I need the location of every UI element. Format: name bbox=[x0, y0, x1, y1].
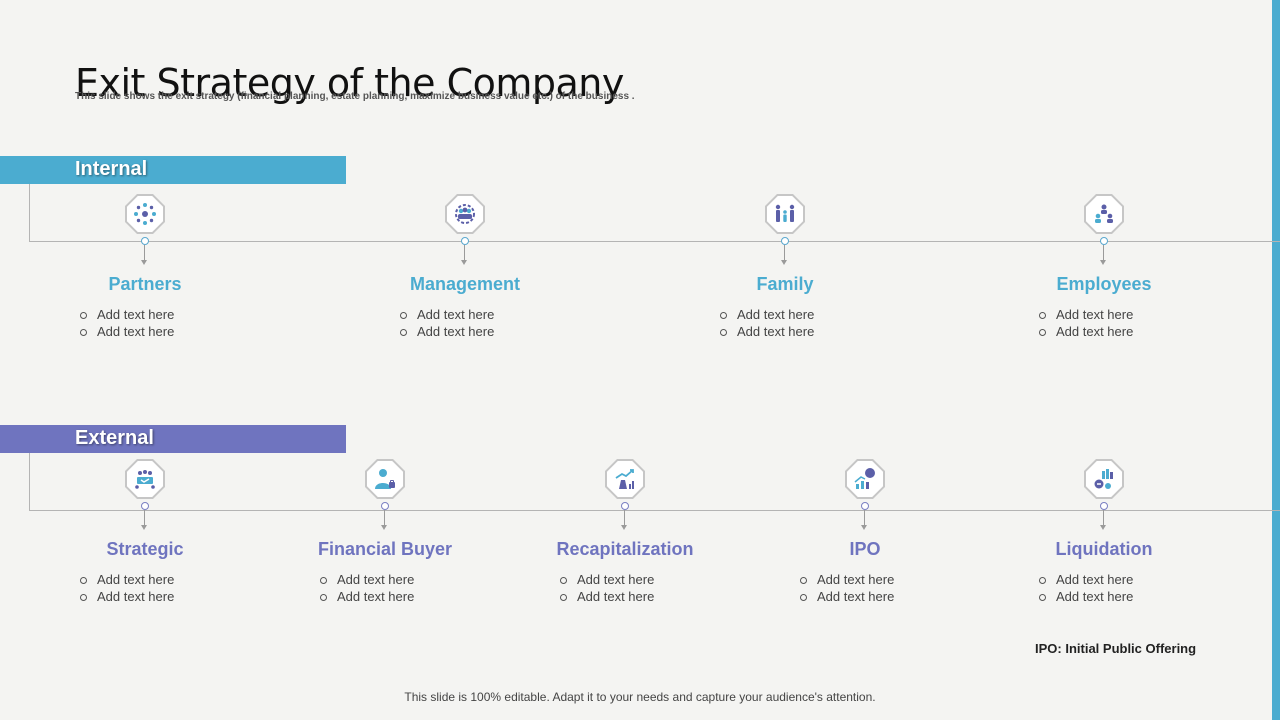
list-item: Add text here bbox=[400, 306, 494, 323]
partners-bullets: Add text here Add text here bbox=[80, 306, 174, 340]
right-accent-strip bbox=[1272, 0, 1280, 720]
ipo-definition-note: IPO: Initial Public Offering bbox=[1035, 641, 1197, 656]
list-item: Add text here bbox=[720, 323, 814, 340]
financial-buyer-bullets: Add text here Add text here bbox=[320, 571, 414, 605]
financial-buyer-label: Financial Buyer bbox=[317, 539, 453, 559]
list-item: Add text here bbox=[400, 323, 494, 340]
list-item: Add text here bbox=[80, 588, 174, 605]
family-label: Family bbox=[756, 274, 814, 294]
list-item: Add text here bbox=[1039, 588, 1133, 605]
employees-icon-frame bbox=[1084, 194, 1124, 234]
recapitalization-icon-frame bbox=[605, 459, 645, 499]
recapitalization-label: Recapitalization bbox=[556, 539, 694, 559]
ipo-growth-icon bbox=[854, 468, 875, 489]
internal-section-header: Internal bbox=[0, 156, 346, 184]
partners-network-icon bbox=[134, 203, 156, 225]
management-label: Management bbox=[409, 274, 521, 294]
family-bullets: Add text here Add text here bbox=[720, 306, 814, 340]
list-item: Add text here bbox=[560, 588, 654, 605]
recapitalization-icon bbox=[615, 469, 634, 489]
management-bullets: Add text here Add text here bbox=[400, 306, 494, 340]
internal-section-label: Internal bbox=[75, 158, 148, 180]
partners-label: Partners bbox=[108, 274, 182, 294]
financial-buyer-icon bbox=[375, 469, 395, 489]
management-icon-frame bbox=[445, 194, 485, 234]
list-item: Add text here bbox=[320, 588, 414, 605]
liquidation-icon-frame bbox=[1084, 459, 1124, 499]
list-item: Add text here bbox=[80, 571, 174, 588]
list-item: Add text here bbox=[800, 588, 894, 605]
external-timeline bbox=[29, 510, 1280, 511]
external-bracket-line bbox=[29, 453, 30, 510]
employees-label: Employees bbox=[1056, 274, 1152, 294]
liquidation-label: Liquidation bbox=[1055, 539, 1153, 559]
strategic-icon-frame bbox=[125, 459, 165, 499]
page-subtitle: This slide shows the exit strategy (fina… bbox=[75, 91, 635, 102]
liquidation-bullets: Add text here Add text here bbox=[1039, 571, 1133, 605]
internal-timeline bbox=[29, 241, 1280, 242]
strategic-bullets: Add text here Add text here bbox=[80, 571, 174, 605]
family-icon bbox=[775, 204, 795, 222]
list-item: Add text here bbox=[1039, 306, 1133, 323]
list-item: Add text here bbox=[80, 306, 174, 323]
recapitalization-bullets: Add text here Add text here bbox=[560, 571, 654, 605]
list-item: Add text here bbox=[1039, 323, 1133, 340]
list-item: Add text here bbox=[800, 571, 894, 588]
list-item: Add text here bbox=[560, 571, 654, 588]
strategic-label: Strategic bbox=[106, 539, 184, 559]
ipo-label: IPO bbox=[849, 539, 881, 559]
liquidation-icon bbox=[1094, 469, 1113, 489]
list-item: Add text here bbox=[1039, 571, 1133, 588]
employees-bullets: Add text here Add text here bbox=[1039, 306, 1133, 340]
slide-footer: This slide is 100% editable. Adapt it to… bbox=[404, 690, 876, 704]
ipo-icon-frame bbox=[845, 459, 885, 499]
ipo-bullets: Add text here Add text here bbox=[800, 571, 894, 605]
external-section-header: External bbox=[0, 425, 346, 453]
strategic-meeting-icon bbox=[135, 470, 155, 489]
financial-buyer-icon-frame bbox=[365, 459, 405, 499]
list-item: Add text here bbox=[720, 306, 814, 323]
list-item: Add text here bbox=[80, 323, 174, 340]
internal-bracket-line bbox=[29, 184, 30, 241]
management-team-icon bbox=[455, 204, 475, 224]
employees-hierarchy-icon bbox=[1095, 204, 1113, 223]
family-icon-frame bbox=[765, 194, 805, 234]
external-section-label: External bbox=[75, 427, 154, 449]
list-item: Add text here bbox=[320, 571, 414, 588]
partners-icon-frame bbox=[125, 194, 165, 234]
page-title: Exit Strategy of the Company bbox=[75, 61, 624, 106]
